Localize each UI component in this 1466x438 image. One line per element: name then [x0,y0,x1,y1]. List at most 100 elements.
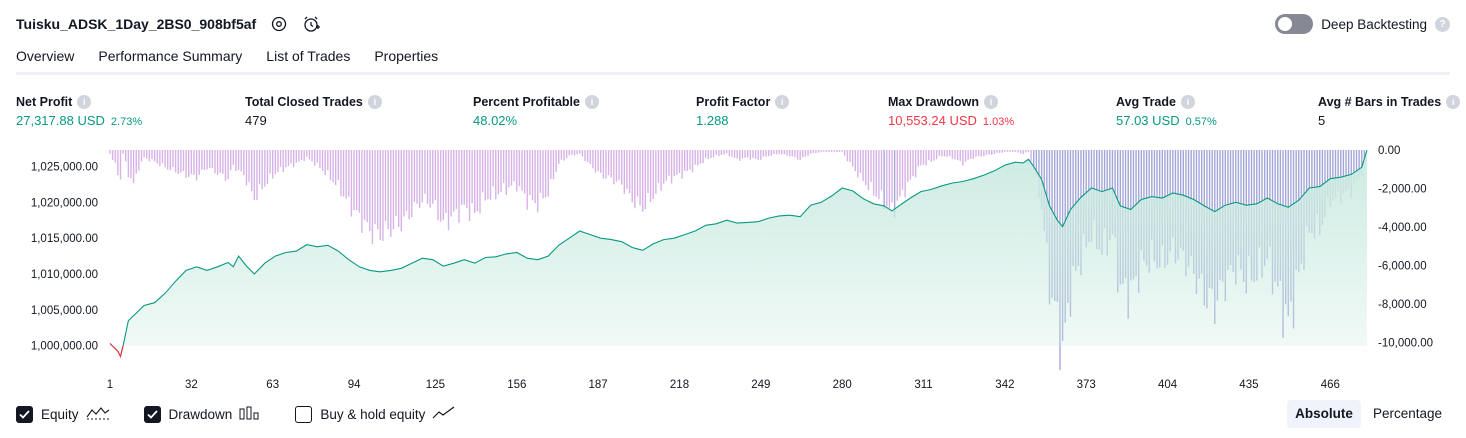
drawdown-bar [230,150,232,171]
drawdown-bar [754,150,757,159]
drawdown-bar [954,150,956,160]
drawdown-bar [975,150,977,157]
tab-overview[interactable]: Overview [16,44,75,75]
drawdown-bar [610,150,612,178]
drawdown-bar [1082,150,1085,234]
drawdown-bar [411,150,413,218]
drawdown-bar [374,150,376,225]
drawdown-bar [815,150,817,154]
legend-equity[interactable]: Equity [16,405,110,423]
drawdown-bar [1326,150,1329,197]
percentage-button[interactable]: Percentage [1372,406,1442,421]
x-axis-tick-label: 249 [751,379,770,391]
deep-backtesting-toggle[interactable] [1275,14,1314,34]
drawdown-bar [376,150,379,230]
drawdown-bar [332,150,334,183]
toggle-knob [1278,17,1293,31]
legend-drawdown[interactable]: Drawdown [143,405,262,423]
drawdown-bar [1022,150,1024,155]
drawdown-bar [746,150,749,158]
drawdown-bar [521,150,523,191]
drawdown-bar [319,150,321,169]
drawdown-bar [1353,150,1355,184]
drawdown-bar [458,150,460,223]
drawdown-bar [935,150,938,160]
drawdown-bar [796,150,799,160]
legend-buy-hold-equity[interactable]: Buy & hold equity [295,405,456,423]
help-icon[interactable]: ? [1435,16,1450,32]
info-icon[interactable]: i [584,94,599,109]
equity-drawdown-chart[interactable]: 1,025,000.00 1,020,000.00 1,015,000.00 1,01… [0,140,1466,398]
info-icon[interactable]: i [1446,94,1461,109]
absolute-button[interactable]: Absolute [1287,400,1361,428]
drawdown-bar [114,150,116,163]
drawdown-bar [437,150,439,221]
drawdown-bar [941,150,943,157]
equity-line-icon [86,406,110,423]
metric-value: 57.03 USD [1116,113,1180,128]
buy-hold-checkbox[interactable] [295,405,313,423]
gear-icon[interactable] [270,15,288,33]
drawdown-bar [757,150,759,160]
drawdown-bar [232,150,235,165]
report-tabs: Overview Performance Summary List of Tra… [16,44,439,75]
drawdown-bar [781,150,783,155]
drawdown-bar [996,150,998,153]
drawdown-bar [872,150,875,196]
drawdown-bar [434,150,437,201]
drawdown-bar [752,150,754,158]
drawdown-checkbox[interactable] [143,405,161,423]
drawdown-bar [148,150,151,162]
left-axis-tick-label: 1,010,000.00 [31,269,98,281]
drawdown-bar [928,150,930,161]
metric-max-drawdown: Max Drawdown i 10,553.24 USD 1.03% [888,93,1014,128]
drawdown-bar [660,150,662,191]
drawdown-bar [408,150,410,220]
info-icon[interactable]: i [1180,94,1195,109]
drawdown-bar [537,150,539,213]
drawdown-bar [946,150,948,157]
drawdown-bar [447,150,450,231]
alarm-plus-icon[interactable] [302,15,321,33]
metric-label: Percent Profitable [473,94,580,109]
drawdown-bar [925,150,927,166]
metric-label-wrap: Total Closed Trades i [245,93,382,110]
drawdown-bar [565,150,568,159]
metric-value: 27,317.88 USD [16,113,105,128]
drawdown-bar [930,150,933,162]
drawdown-bar [849,150,851,163]
drawdown-bar [794,150,796,158]
drawdown-bar [833,150,835,152]
drawdown-bar [589,150,591,164]
drawdown-bar [993,150,996,155]
drawdown-bar [857,150,859,178]
drawdown-bar [838,150,841,152]
equity-checkbox[interactable] [16,405,33,423]
tab-list-of-trades[interactable]: List of Trades [266,48,351,64]
drawdown-bar [303,150,305,161]
drawdown-bar [358,150,360,213]
x-axis-tick-label: 311 [914,379,932,391]
drawdown-bar [867,150,870,191]
info-icon[interactable]: i [77,94,92,109]
drawdown-bar [830,150,833,152]
drawdown-bar [770,150,772,156]
drawdown-bar [854,150,856,172]
drawdown-bar [1347,150,1350,189]
drawdown-bar [413,150,416,203]
drawdown-bar [337,150,340,180]
drawdown-bar [552,150,555,180]
drawdown-bar [1009,150,1011,152]
drawdown-bar [956,150,959,161]
drawdown-bar [820,150,822,152]
drawdown-bar [463,150,465,205]
tab-performance-summary[interactable]: Performance Summary [98,48,243,64]
drawdown-bar [369,150,371,231]
info-icon[interactable]: i [775,94,790,109]
drawdown-bar [219,150,221,173]
info-icon[interactable]: i [984,94,998,109]
info-icon[interactable]: i [367,94,382,109]
drawdown-bar [613,150,615,185]
drawdown-bar [712,150,715,158]
tab-properties[interactable]: Properties [374,48,439,64]
